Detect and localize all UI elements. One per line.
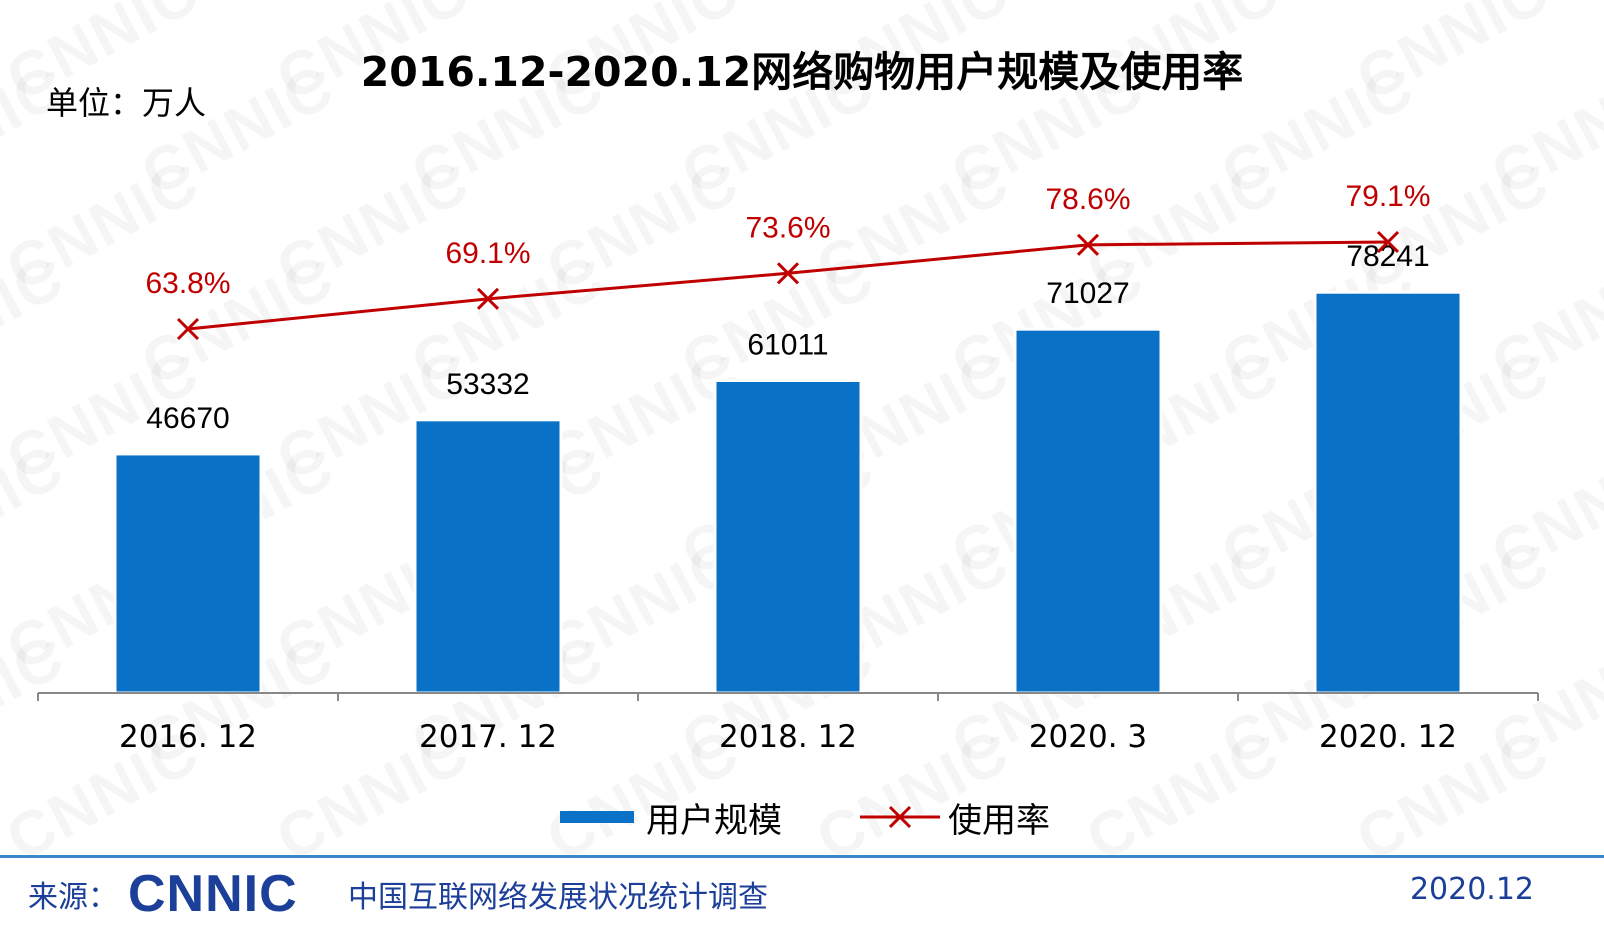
bar-value-label: 46670: [146, 402, 229, 435]
x-tick-label: 2020. 12: [1319, 719, 1457, 755]
rate-marker: [1376, 230, 1400, 254]
legend-label-bar: 用户规模: [646, 800, 782, 841]
bar: [113, 452, 263, 695]
x-tick-label: 2017. 12: [419, 719, 557, 755]
unit-label: 单位：万人: [46, 84, 207, 122]
source-label: 来源：: [28, 880, 118, 915]
footer-date: 2020.12: [1409, 872, 1534, 907]
rate-value-label: 69.1%: [445, 237, 530, 270]
survey-name: 中国互联网络发展状况统计调查: [348, 880, 768, 915]
rate-value-label: 73.6%: [745, 211, 830, 244]
usage-rate-line: [187, 240, 1389, 331]
legend-item-line: 使用率: [860, 792, 1050, 842]
chart-plot: 46670 53332 61011 71027 78241 2016. 12 2017. 1…: [37, 180, 1539, 755]
bar: [713, 378, 863, 695]
x-tick-label: 2020. 3: [1029, 719, 1147, 755]
chart-title: 2016.12-2020.12网络购物用户规模及使用率: [360, 48, 1244, 96]
chart-legend: 用户规模 使用率: [0, 792, 1604, 842]
rate-marker: [476, 287, 500, 310]
x-tick-label: 2018. 12: [719, 719, 857, 755]
bar-value-label: 53332: [446, 368, 529, 401]
footer: 来源： CNNIC 中国互联网络发展状况统计调查 2020.12: [0, 860, 1604, 937]
legend-bar-swatch: [560, 811, 634, 823]
bar-value-label: 78241: [1346, 240, 1429, 273]
legend-label-line: 使用率: [948, 800, 1050, 841]
bar: [1313, 290, 1463, 695]
bar: [1013, 327, 1163, 695]
x-tick-label: 2016. 12: [119, 719, 257, 755]
rate-value-label: 63.8%: [145, 267, 230, 300]
legend-line-swatch: [860, 805, 940, 829]
legend-item-bar: 用户规模: [560, 792, 782, 842]
rate-marker: [1076, 233, 1100, 256]
rate-value-label: 79.1%: [1345, 180, 1430, 213]
rate-marker: [176, 317, 200, 341]
cnnic-logo: CNNIC: [128, 865, 298, 923]
bar-value-label: 61011: [747, 328, 828, 361]
rate-value-label: 78.6%: [1045, 183, 1130, 216]
bar-value-label: 71027: [1046, 277, 1129, 310]
rate-marker: [776, 262, 800, 285]
bar: [413, 418, 563, 695]
footer-divider: [0, 855, 1604, 858]
